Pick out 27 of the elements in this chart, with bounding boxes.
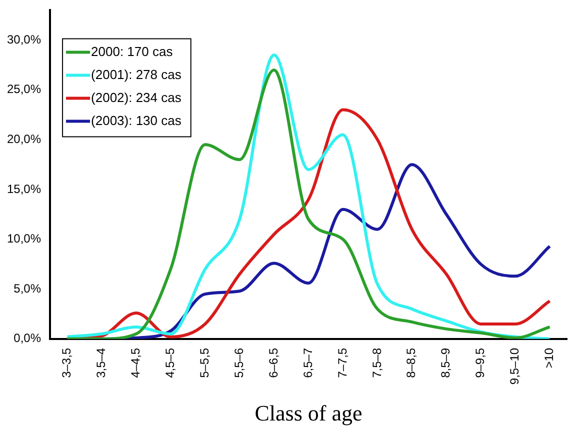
legend-label: 2000: 170 cas	[91, 44, 174, 59]
x-tick-label: 7–7,5	[335, 348, 350, 378]
y-tick-label: 10,0%	[6, 232, 42, 246]
x-axis-title: Class of age	[254, 400, 362, 426]
x-tick-label: 8–8,5	[404, 348, 418, 378]
y-tick-label: 30,0%	[6, 32, 42, 46]
y-tick-label: 25,0%	[6, 82, 42, 96]
x-tick-label: 9–9,5	[473, 348, 488, 378]
x-tick-label: 8,5–9	[438, 348, 453, 378]
x-tick-label: 4–4,5	[128, 348, 142, 378]
x-tick-label: 5–5,5	[197, 348, 212, 378]
x-tick-label: 7,5–8	[370, 348, 384, 378]
y-tick-label: 0,0%	[14, 331, 42, 346]
x-tick-label: 4,5–5	[162, 348, 177, 378]
legend-label: (2001): 278 cas	[91, 66, 182, 82]
legend-label: (2003): 130 cas	[91, 112, 182, 128]
x-tick-label: 3,5–4	[94, 348, 108, 378]
legend-label: (2002): 234 cas	[91, 90, 182, 105]
x-tick-label: >10	[542, 348, 556, 368]
x-tick-label: 9,5–10	[508, 348, 522, 385]
x-tick-label: 6,5–7	[300, 348, 315, 378]
x-tick-label: 3–3,5	[60, 348, 74, 378]
y-tick-label: 5,0%	[14, 281, 42, 296]
x-tick-label: 5,5–6	[232, 348, 246, 378]
y-tick-label: 20,0%	[6, 132, 42, 146]
x-tick-label: 6–6,5	[266, 348, 280, 378]
y-tick-label: 15,0%	[6, 182, 42, 196]
